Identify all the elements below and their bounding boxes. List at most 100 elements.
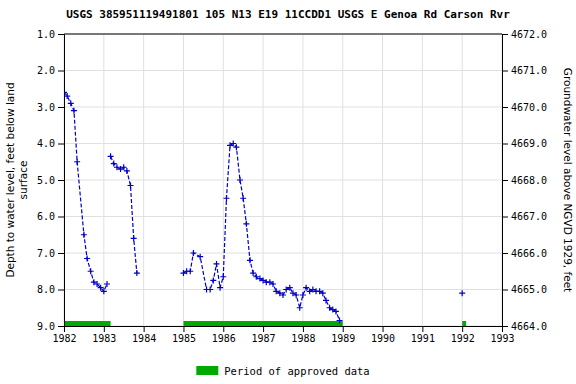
tick: 6.0 xyxy=(37,211,64,222)
period-bar xyxy=(64,321,111,326)
period-bar xyxy=(183,321,342,326)
tick-mark xyxy=(343,326,344,332)
tick: 1985 xyxy=(172,326,196,344)
tick-mark xyxy=(223,326,224,332)
frame xyxy=(64,34,502,35)
grid-line xyxy=(64,70,502,71)
tick-mark xyxy=(502,71,508,72)
tick-mark xyxy=(104,326,105,332)
marker xyxy=(300,292,306,298)
marker xyxy=(230,141,236,147)
marker xyxy=(124,168,130,174)
tick-label: 1992 xyxy=(451,333,475,344)
marker xyxy=(459,290,465,296)
marker xyxy=(84,255,90,261)
marker xyxy=(220,274,226,280)
tick-label: 1991 xyxy=(411,333,435,344)
tick-mark xyxy=(502,34,508,35)
marker xyxy=(223,195,229,201)
tick: 1987 xyxy=(252,326,276,344)
tick: 4669.0 xyxy=(502,138,547,149)
tick-label: 4665.0 xyxy=(511,284,547,295)
tick-label: 1986 xyxy=(212,333,236,344)
tick-mark xyxy=(144,326,145,332)
tick-label: 7.0 xyxy=(37,248,55,259)
y-axis-title: Depth to water level, feet below landsur… xyxy=(4,82,29,277)
tick-mark xyxy=(502,253,508,254)
tick-mark xyxy=(183,326,184,332)
tick-mark xyxy=(58,326,64,327)
marker xyxy=(270,281,276,287)
marker xyxy=(320,290,326,296)
axis-line xyxy=(58,35,65,327)
tick: 4668.0 xyxy=(502,175,547,186)
tick-label: 6.0 xyxy=(37,211,55,222)
tick-label: 4669.0 xyxy=(511,138,547,149)
marker xyxy=(210,277,216,283)
tick-mark xyxy=(58,34,64,35)
chart: USGS 385951119491801 105 N13 E19 11CCDD1… xyxy=(0,0,576,384)
tick: 4670.0 xyxy=(502,102,547,113)
tick-mark xyxy=(502,326,508,327)
tick: 4664.0 xyxy=(502,321,547,332)
tick-label: 4667.0 xyxy=(511,211,547,222)
marker xyxy=(214,261,220,267)
grid xyxy=(64,34,502,326)
x-axis: 1982198319841985198619871988198919901991… xyxy=(52,326,514,344)
marker xyxy=(187,268,193,274)
tick-mark xyxy=(58,107,64,108)
tick-label: 1987 xyxy=(252,333,276,344)
legend-label: Period of approved data xyxy=(224,365,369,377)
grid-line xyxy=(64,34,502,35)
marker xyxy=(293,292,299,298)
tick-label: 4670.0 xyxy=(511,102,547,113)
axis-line xyxy=(65,327,503,333)
marker xyxy=(88,268,94,274)
marker xyxy=(94,281,100,287)
tick-mark xyxy=(502,217,508,218)
tick: 1984 xyxy=(132,326,156,344)
tick-label: 8.0 xyxy=(37,284,55,295)
tick: 4.0 xyxy=(37,138,64,149)
tick-label: 2.0 xyxy=(37,65,55,76)
tick-label: 1983 xyxy=(92,333,116,344)
line xyxy=(64,92,462,320)
grid-line xyxy=(64,216,502,217)
tick-mark xyxy=(502,180,508,181)
marker xyxy=(121,164,127,170)
marker xyxy=(303,285,309,291)
marker xyxy=(190,250,196,256)
tick-label: 1984 xyxy=(132,333,156,344)
marker xyxy=(98,285,104,291)
plot: 1982198319841985198619871988198919901991… xyxy=(37,29,547,344)
marker xyxy=(71,108,77,114)
tick-label: 1989 xyxy=(331,333,355,344)
tick-label: 1985 xyxy=(172,333,196,344)
tick-label: 9.0 xyxy=(37,321,55,332)
tick: 1982 xyxy=(52,326,76,344)
tick: 8.0 xyxy=(37,284,64,295)
marker xyxy=(333,308,339,314)
marker xyxy=(68,100,74,106)
tick-mark xyxy=(502,107,508,108)
legend: Period of approved data xyxy=(196,365,369,377)
tick: 7.0 xyxy=(37,248,64,259)
marker xyxy=(247,257,253,263)
marker xyxy=(240,195,246,201)
tick-mark xyxy=(58,180,64,181)
grid-line xyxy=(64,253,502,254)
marks xyxy=(64,89,466,326)
y2-axis: 4664.0 4665.0 4666.0 4667.0 4668.0 4669.0 4670… xyxy=(502,29,547,332)
tick-mark xyxy=(303,326,304,332)
tick: 1992 xyxy=(451,326,475,344)
tick: 4671.0 xyxy=(502,65,547,76)
tick: 4665.0 xyxy=(502,284,547,295)
marker xyxy=(280,292,286,298)
tick: 4666.0 xyxy=(502,248,547,259)
tick-label: 5.0 xyxy=(37,175,55,186)
marker xyxy=(111,161,117,167)
marker xyxy=(74,159,80,165)
legend-swatch xyxy=(196,366,218,375)
marker xyxy=(101,288,107,294)
grid-line xyxy=(64,107,502,108)
